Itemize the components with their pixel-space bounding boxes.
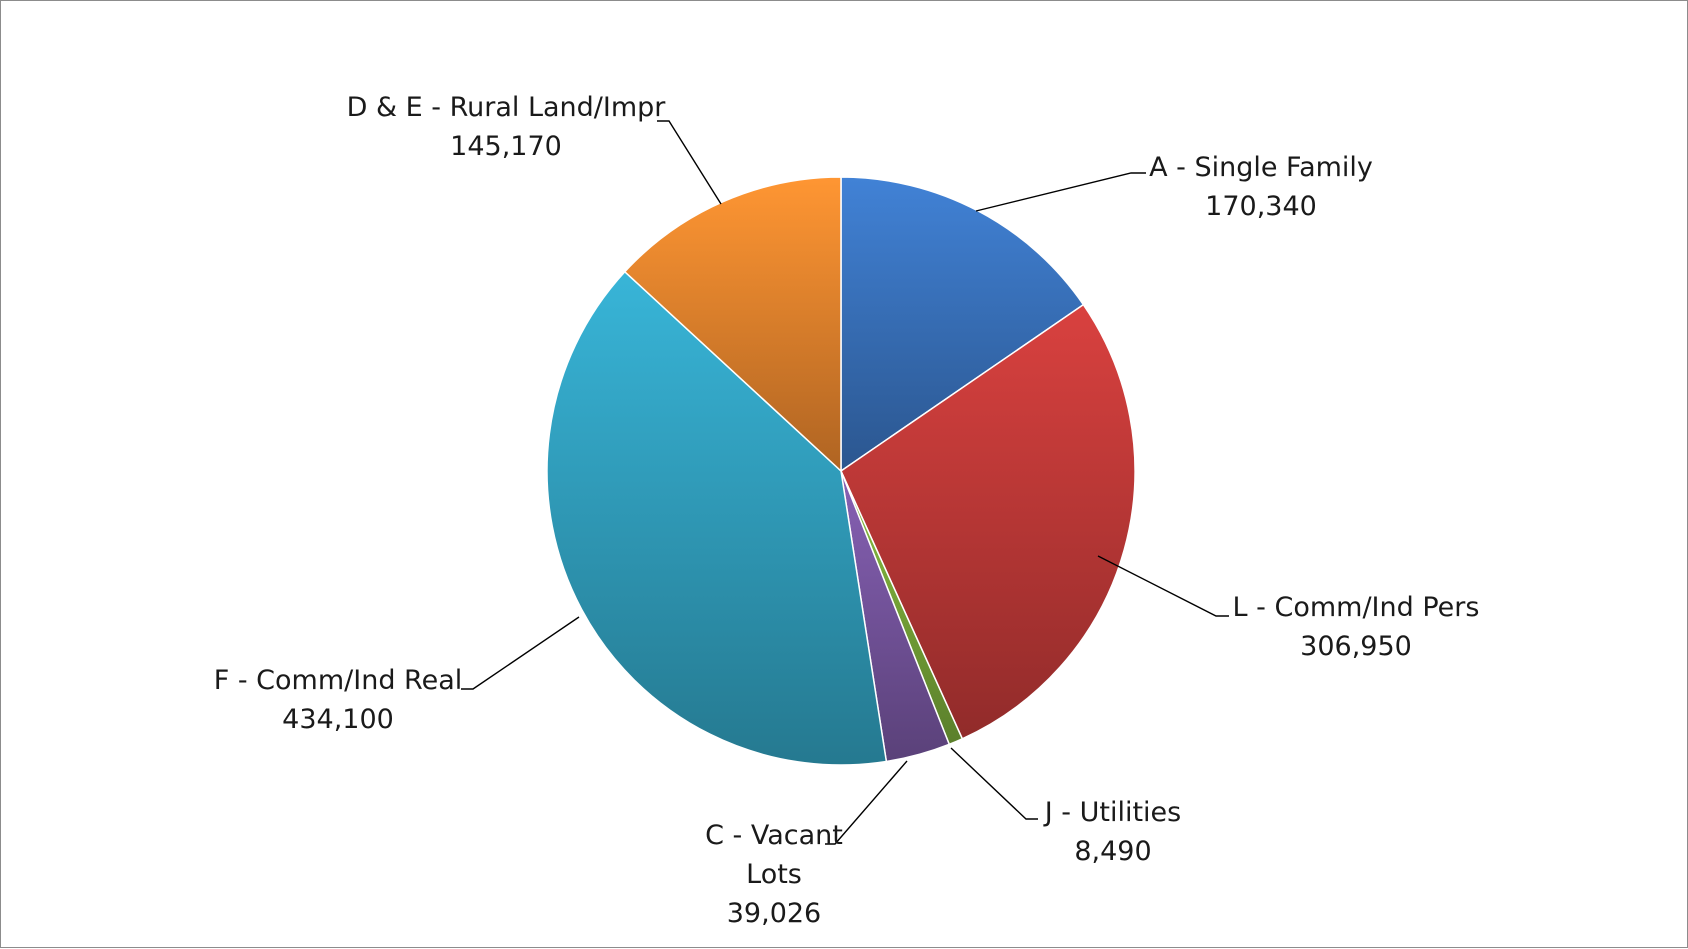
data-label-category-1: L - Comm/Ind Pers <box>1233 592 1480 623</box>
data-label-value-0: 170,340 <box>1205 191 1317 222</box>
data-label-0: A - Single Family 170,340 <box>1149 152 1373 222</box>
data-label-value-5: 145,170 <box>450 131 562 162</box>
data-label-value-4: 434,100 <box>282 704 394 735</box>
leader-line-4 <box>461 616 580 690</box>
data-label-2: J - Utilities 8,490 <box>1043 797 1182 867</box>
data-label-category-3: Lots <box>746 859 802 890</box>
pie-slices <box>546 176 1136 766</box>
data-labels: A - Single Family 170,340 L - Comm/Ind Per… <box>214 92 1480 929</box>
leader-line-3 <box>825 760 908 845</box>
data-label-category-2: J - Utilities <box>1043 797 1182 828</box>
leader-line-0 <box>975 172 1146 212</box>
leader-line-2 <box>950 747 1038 820</box>
pie-slice-1 <box>840 303 1136 740</box>
pie-slice-4 <box>546 270 888 766</box>
data-label-5: D & E - Rural Land/Impr 145,170 <box>347 92 667 162</box>
data-label-category-5: D & E - Rural Land/Impr <box>347 92 667 123</box>
data-label-value-2: 8,490 <box>1074 836 1151 867</box>
leader-line-5 <box>657 120 722 205</box>
data-label-1: L - Comm/Ind Pers 306,950 <box>1233 592 1480 662</box>
data-label-category-4: F - Comm/Ind Real <box>214 665 463 696</box>
leader-lines <box>461 120 1229 845</box>
data-label-value-3: 39,026 <box>727 898 821 929</box>
data-label-value-1: 306,950 <box>1300 631 1412 662</box>
pie-slice-5 <box>623 176 842 473</box>
data-label-3: C - Vacant Lots 39,026 <box>705 820 843 929</box>
data-label-4: F - Comm/Ind Real 434,100 <box>214 665 463 735</box>
data-label-category-3: C - Vacant <box>705 820 843 851</box>
leader-line-1 <box>1097 555 1229 617</box>
data-label-category-0: A - Single Family <box>1149 152 1373 183</box>
